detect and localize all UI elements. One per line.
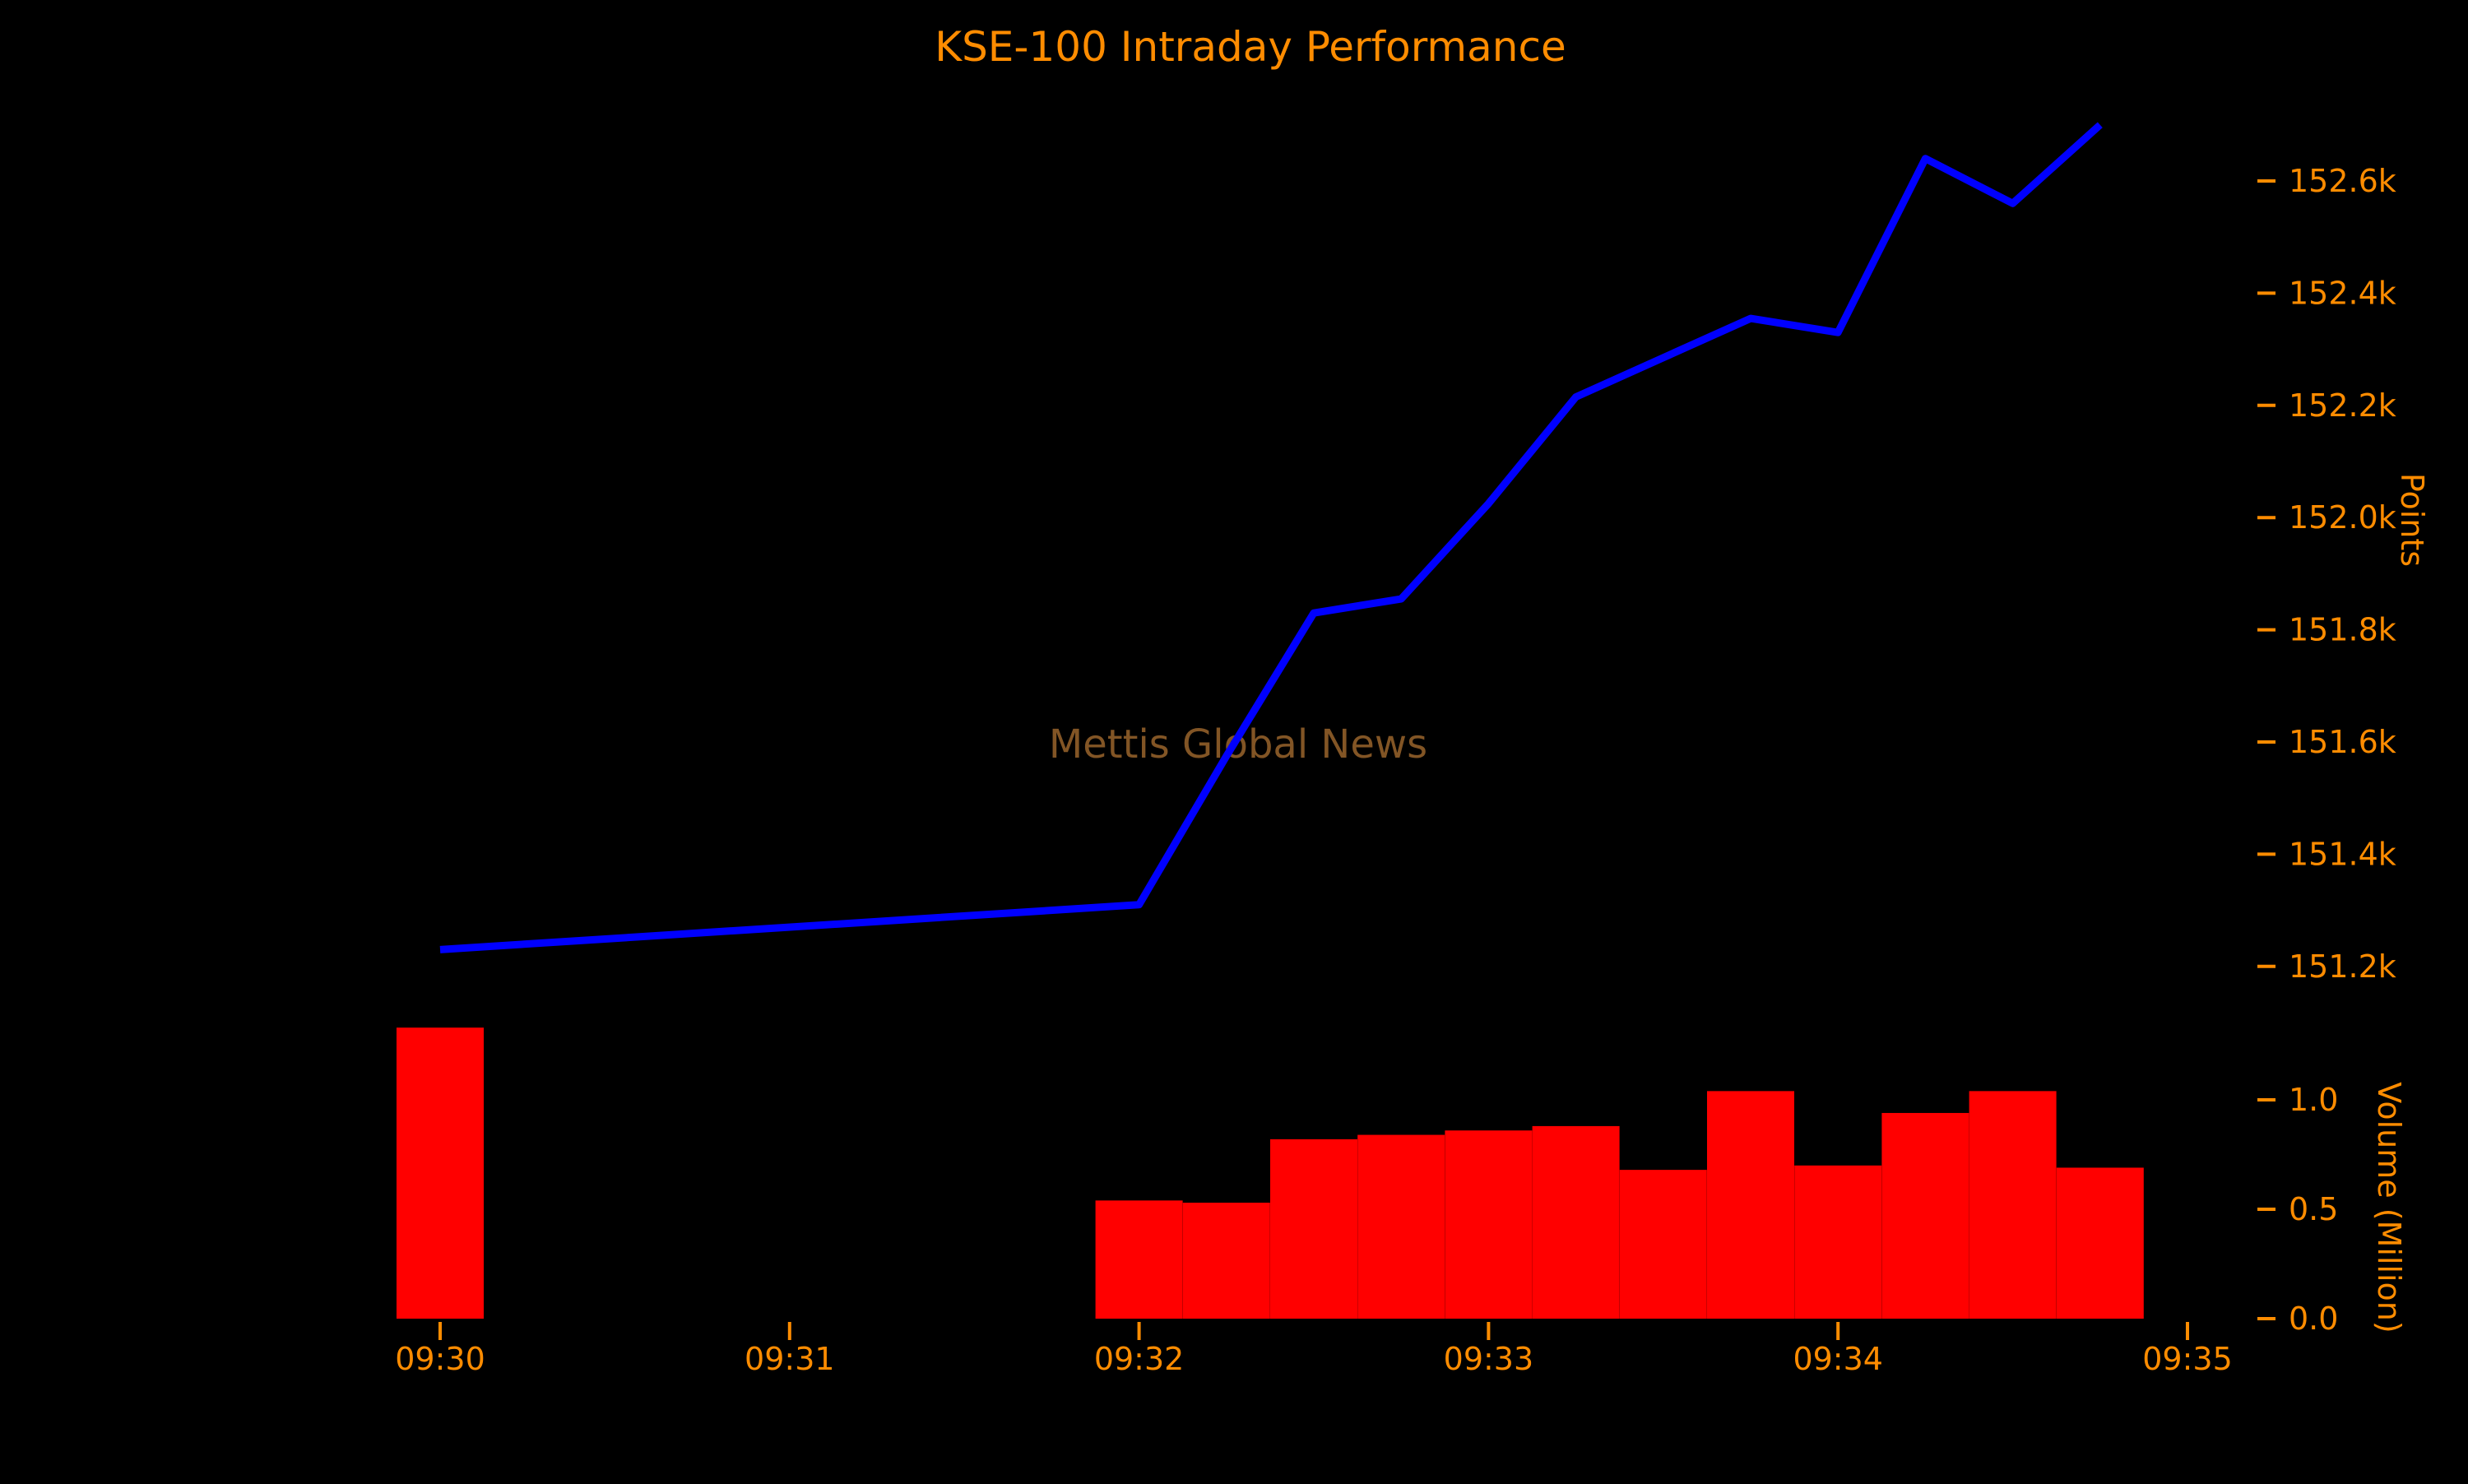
volume-bar (1095, 1200, 1183, 1319)
x-axis-group: 09:30 09:31 09:32 09:33 09:34 09:35 (395, 1322, 2233, 1377)
points-tick-label: 151.4k (2289, 836, 2396, 872)
volume-bar (1707, 1091, 1794, 1319)
points-line (439, 122, 2103, 953)
x-tick-label: 09:31 (745, 1341, 835, 1377)
x-tick-label: 09:35 (2142, 1341, 2233, 1377)
volume-bar (1881, 1112, 1969, 1319)
points-tick-label: 151.6k (2289, 724, 2396, 760)
volume-axis-group: 1.0 0.5 0.0 Volume (Million) (2257, 1082, 2407, 1337)
points-tick-label: 151.2k (2289, 948, 2396, 985)
chart-title: KSE-100 Intraday Performance (935, 23, 1566, 71)
x-tick-label: 09:33 (1444, 1341, 1534, 1377)
volume-tick-label: 0.5 (2289, 1191, 2338, 1227)
volume-bar (1270, 1139, 1357, 1319)
volume-bar (1794, 1165, 1882, 1319)
watermark: Mettis Global News (1049, 721, 1427, 768)
volume-bar (1969, 1091, 2057, 1319)
volume-bars-group (397, 1027, 2144, 1319)
volume-tick-label: 1.0 (2289, 1082, 2338, 1118)
points-axis-group: 152.6k 152.4k 152.2k 152.0k 151.8k 151.6k 151.… (2257, 163, 2430, 985)
volume-bar (1182, 1203, 1270, 1319)
volume-bar (2056, 1167, 2144, 1319)
points-tick-label: 152.4k (2289, 275, 2396, 311)
points-axis-label: Points (2394, 473, 2430, 567)
x-tick-label: 09:30 (395, 1341, 485, 1377)
volume-bar (397, 1027, 484, 1319)
volume-axis-label: Volume (Million) (2371, 1082, 2407, 1333)
points-tick-label: 152.0k (2289, 499, 2396, 536)
volume-bar (1357, 1134, 1445, 1319)
x-tick-label: 09:32 (1094, 1341, 1185, 1377)
points-tick-label: 152.6k (2289, 163, 2396, 199)
points-tick-label: 152.2k (2289, 387, 2396, 424)
volume-bar (1619, 1170, 1707, 1319)
points-tick-label: 151.8k (2289, 612, 2396, 648)
x-tick-label: 09:34 (1793, 1341, 1883, 1377)
volume-bar (1532, 1125, 1620, 1319)
volume-tick-label: 0.0 (2289, 1301, 2338, 1337)
volume-bar (1445, 1130, 1533, 1319)
